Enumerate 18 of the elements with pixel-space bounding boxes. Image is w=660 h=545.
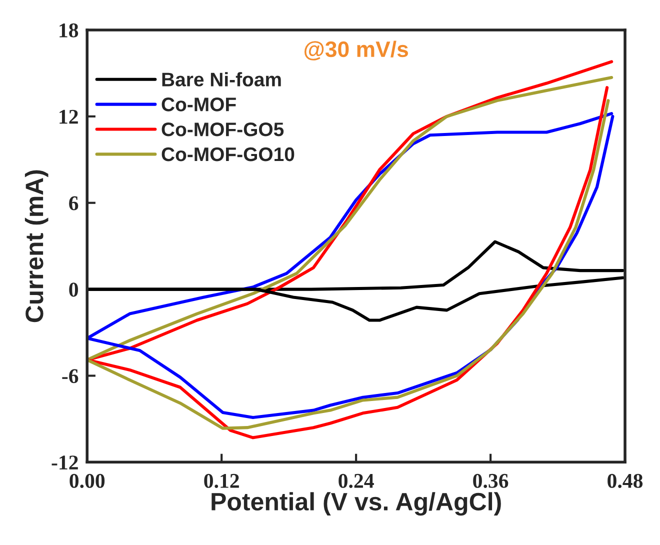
y-tick-label: 6 xyxy=(69,196,78,210)
legend-label: Co-MOF-GO10 xyxy=(162,147,294,162)
x-tick-label: 0.36 xyxy=(473,474,508,488)
y-axis-title: Current (mA) xyxy=(24,170,48,322)
y-tick-label: -12 xyxy=(52,456,78,470)
y-tick-label: 0 xyxy=(69,282,78,297)
y-tick-label: 12 xyxy=(60,110,78,124)
y-tick-label: -6 xyxy=(62,369,78,384)
annotation: @30 mV/s xyxy=(304,40,408,60)
y-tick-label: 18 xyxy=(60,23,78,38)
x-tick-label: 0.12 xyxy=(204,474,239,488)
x-tick-label: 0.24 xyxy=(338,474,374,488)
legend-label: Co-MOF xyxy=(162,98,236,112)
x-tick-label: 0.48 xyxy=(608,474,643,488)
legend-label: Co-MOF-GO5 xyxy=(162,122,284,136)
legend-label: Bare Ni-foam xyxy=(162,72,281,86)
x-axis-title: Potential (V vs. Ag/AgCl) xyxy=(212,492,501,516)
x-tick-label: 0.00 xyxy=(70,474,105,488)
